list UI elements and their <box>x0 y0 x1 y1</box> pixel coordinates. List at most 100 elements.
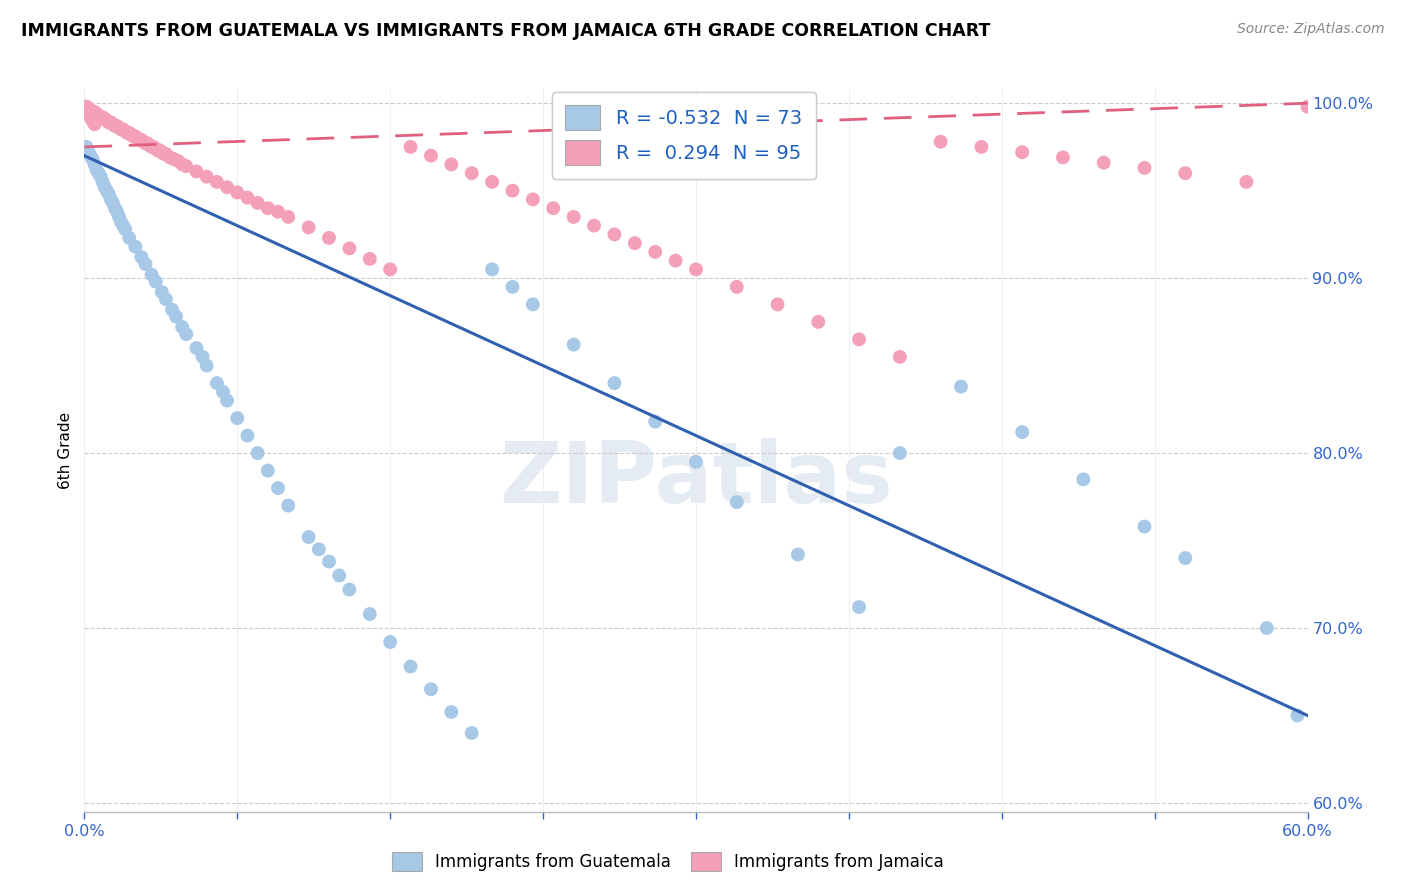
Point <box>163 152 186 166</box>
Point <box>93 180 115 194</box>
Point <box>543 201 565 215</box>
Point <box>603 376 626 390</box>
Point <box>150 145 173 160</box>
Point <box>174 159 197 173</box>
Point <box>160 302 183 317</box>
Point <box>308 542 330 557</box>
Point <box>359 607 381 621</box>
Point <box>1133 519 1156 533</box>
Point <box>725 280 748 294</box>
Point <box>96 184 118 198</box>
Point <box>1174 551 1197 566</box>
Point <box>399 659 422 673</box>
Point <box>685 262 707 277</box>
Point <box>97 187 120 202</box>
Point <box>644 244 666 259</box>
Point <box>217 180 239 194</box>
Point <box>155 292 177 306</box>
Point <box>86 106 108 120</box>
Point <box>104 201 127 215</box>
Point <box>77 145 100 160</box>
Point <box>172 157 194 171</box>
Point <box>82 152 104 166</box>
Point <box>481 175 503 189</box>
Point <box>127 131 149 145</box>
Point <box>124 240 146 254</box>
Point <box>502 280 524 294</box>
Point <box>112 122 135 136</box>
Point <box>135 136 157 151</box>
Point <box>217 393 239 408</box>
Point <box>267 204 290 219</box>
Point <box>889 446 911 460</box>
Point <box>1052 150 1074 164</box>
Point <box>186 164 208 178</box>
Point <box>1236 175 1258 189</box>
Point <box>339 241 361 255</box>
Point <box>87 108 110 122</box>
Point <box>75 100 97 114</box>
Point <box>135 257 157 271</box>
Point <box>132 135 155 149</box>
Point <box>257 201 280 215</box>
Point <box>191 350 214 364</box>
Point <box>1286 708 1309 723</box>
Point <box>1011 425 1033 439</box>
Point <box>75 100 97 114</box>
Point <box>77 102 100 116</box>
Point <box>522 297 544 311</box>
Point <box>100 193 122 207</box>
Point <box>318 555 340 569</box>
Point <box>502 184 524 198</box>
Point <box>141 140 163 154</box>
Point <box>86 162 108 177</box>
Point <box>267 481 290 495</box>
Point <box>685 455 707 469</box>
Legend: R = -0.532  N = 73, R =  0.294  N = 95: R = -0.532 N = 73, R = 0.294 N = 95 <box>551 92 815 178</box>
Point <box>100 115 122 129</box>
Point <box>101 195 124 210</box>
Point <box>1092 155 1115 169</box>
Point <box>150 285 173 300</box>
Point <box>114 124 136 138</box>
Point <box>114 222 136 236</box>
Point <box>420 682 443 697</box>
Point <box>970 140 993 154</box>
Point <box>141 268 163 282</box>
Point <box>124 129 146 144</box>
Point <box>257 464 280 478</box>
Point <box>562 337 585 351</box>
Point <box>75 140 97 154</box>
Point <box>380 262 402 277</box>
Point <box>186 341 208 355</box>
Point <box>889 350 911 364</box>
Point <box>205 175 228 189</box>
Point <box>174 327 197 342</box>
Point <box>399 140 422 154</box>
Point <box>104 119 127 133</box>
Point <box>562 210 585 224</box>
Point <box>1073 472 1095 486</box>
Point <box>110 122 132 136</box>
Point <box>145 142 167 156</box>
Point <box>138 138 160 153</box>
Point <box>82 113 104 128</box>
Point <box>461 726 484 740</box>
Point <box>112 219 135 233</box>
Point <box>848 332 870 346</box>
Point <box>93 112 115 126</box>
Point <box>440 705 463 719</box>
Point <box>277 499 299 513</box>
Legend: Immigrants from Guatemala, Immigrants from Jamaica: Immigrants from Guatemala, Immigrants fr… <box>384 843 952 880</box>
Point <box>298 530 321 544</box>
Point <box>108 120 131 135</box>
Point <box>153 147 176 161</box>
Point <box>236 428 259 442</box>
Point <box>787 548 810 562</box>
Text: ZIPatlas: ZIPatlas <box>499 438 893 521</box>
Point <box>83 157 105 171</box>
Point <box>644 415 666 429</box>
Point <box>128 133 150 147</box>
Point <box>603 227 626 242</box>
Point <box>440 157 463 171</box>
